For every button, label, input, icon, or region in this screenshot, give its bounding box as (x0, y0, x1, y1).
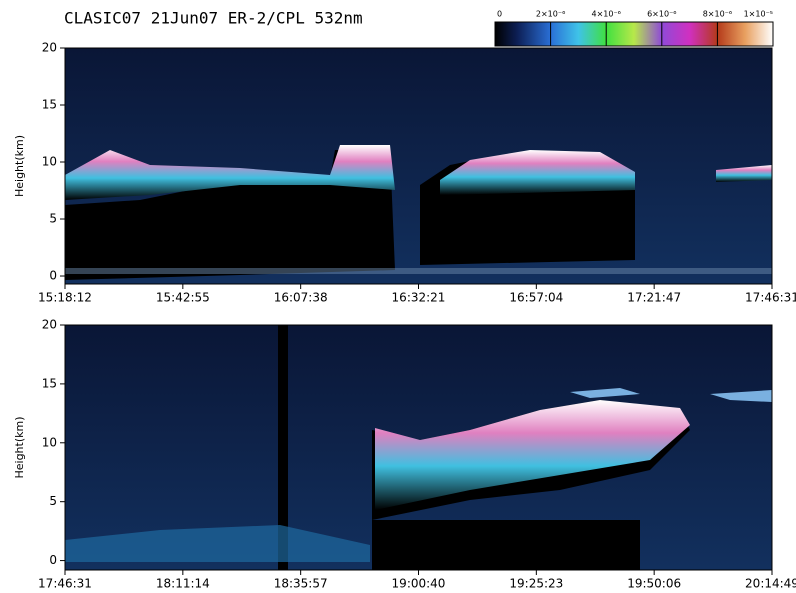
y-tick-label: 0 (49, 553, 57, 567)
y-tick-label: 15 (42, 98, 57, 112)
y-axis-label: Height(km) (13, 135, 26, 197)
backscatter-image (65, 48, 772, 284)
y-tick-label: 15 (42, 376, 57, 390)
colorbar: 0 2×10⁻⁶ 4×10⁻⁶ 6×10⁻⁶ 8×10⁻⁶ 1×10⁻⁵ (495, 10, 773, 47)
x-tick-label: 19:00:40 (392, 577, 446, 590)
x-tick-label: 16:32:21 (392, 291, 446, 305)
colorbar-tick-label: 0 (497, 10, 502, 19)
colorbar-tick-label: 1×10⁻⁵ (744, 10, 773, 19)
y-tick-label: 20 (42, 41, 57, 55)
x-tick-label: 18:11:14 (156, 577, 210, 590)
colorbar-gradient (495, 22, 773, 46)
y-tick-label: 5 (49, 494, 57, 508)
y-tick-label: 0 (49, 269, 57, 283)
x-tick-label: 19:25:23 (509, 577, 563, 590)
x-tick-label: 18:35:57 (274, 577, 328, 590)
x-tick-label: 17:46:31 (745, 291, 796, 305)
x-tick-label: 15:18:12 (38, 291, 92, 305)
x-tick-label: 17:46:31 (38, 577, 92, 590)
y-tick-label: 20 (42, 318, 57, 332)
x-tick-label: 17:21:47 (627, 291, 681, 305)
x-tick-label: 19:50:06 (627, 577, 681, 590)
x-tick-label: 16:57:04 (509, 291, 563, 305)
y-tick-label: 5 (49, 212, 57, 226)
y-axis-label: Height(km) (13, 416, 26, 478)
page: CLASIC07 21Jun07 ER-2/CPL 532nm 0 2×10⁻⁶ 4… (0, 0, 796, 593)
backscatter-image (65, 325, 772, 570)
colorbar-tick-label: 4×10⁻⁶ (591, 10, 620, 19)
y-tick-label: 10 (42, 435, 57, 449)
y-tick-label: 10 (42, 155, 57, 169)
chart-title: CLASIC07 21Jun07 ER-2/CPL 532nm (64, 9, 363, 28)
x-tick-label: 15:42:55 (156, 291, 210, 305)
colorbar-tick-label: 6×10⁻⁶ (647, 10, 676, 19)
x-tick-label: 16:07:38 (274, 291, 328, 305)
colorbar-tick-label: 8×10⁻⁶ (703, 10, 732, 19)
chart: CLASIC07 21Jun07 ER-2/CPL 532nm 0 2×10⁻⁶ 4… (0, 0, 796, 589)
x-tick-label: 20:14:49 (745, 577, 796, 590)
colorbar-tick-label: 2×10⁻⁶ (536, 10, 565, 19)
